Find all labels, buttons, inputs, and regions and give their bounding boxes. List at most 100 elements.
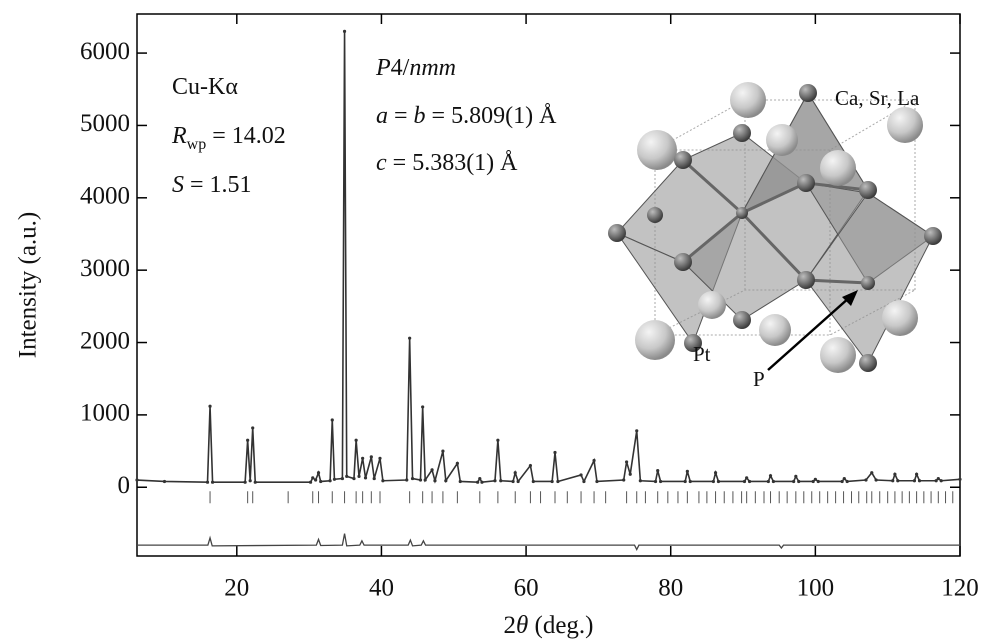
observed-point — [714, 471, 717, 474]
observed-point — [311, 476, 314, 479]
observed-point — [135, 478, 138, 481]
observed-point — [355, 439, 358, 442]
observed-point — [529, 464, 532, 467]
observed-point — [582, 480, 585, 483]
observed-point — [629, 473, 632, 476]
text-part: Cu-Kα — [172, 74, 238, 100]
observed-point — [317, 471, 320, 474]
observed-point — [244, 481, 247, 484]
observed-point — [595, 480, 598, 483]
observed-point — [772, 480, 775, 483]
text-part: R — [171, 123, 187, 149]
observed-point — [684, 480, 687, 483]
observed-point — [717, 480, 720, 483]
observed-point — [206, 481, 209, 484]
annotation: Cu-Kα — [172, 74, 238, 100]
x-tick-label: 40 — [369, 575, 394, 602]
observed-point — [797, 480, 800, 483]
observed-point — [625, 460, 628, 463]
observed-point — [769, 474, 772, 477]
observed-point — [846, 480, 849, 483]
observed-point — [712, 480, 715, 483]
y-axis-label: Intensity (a.u.) — [15, 212, 42, 358]
y-tick-label: 6000 — [80, 38, 130, 65]
y-tick-label: 2000 — [80, 327, 130, 354]
x-tick-label: 80 — [658, 575, 683, 602]
observed-point — [514, 471, 517, 474]
observed-point — [328, 479, 331, 482]
observed-point — [937, 477, 940, 480]
observed-point — [893, 473, 896, 476]
observed-point — [419, 478, 422, 481]
observed-point — [345, 475, 348, 478]
text-part: = 5.383(1) Å — [387, 150, 519, 176]
observed-point — [411, 477, 414, 480]
y-tick-label: 4000 — [80, 183, 130, 210]
observed-point — [361, 457, 364, 460]
observed-point — [211, 481, 214, 484]
observed-point — [745, 476, 748, 479]
difference-line — [137, 534, 960, 550]
observed-point — [163, 480, 166, 483]
observed-point — [814, 478, 817, 481]
observed-point — [378, 457, 381, 460]
observed-point — [319, 480, 322, 483]
observed-point — [459, 480, 462, 483]
observed-point — [913, 479, 916, 482]
annotation: c = 5.383(1) Å — [376, 150, 518, 176]
observed-point — [689, 480, 692, 483]
observed-point — [246, 439, 249, 442]
observed-point — [314, 478, 317, 481]
observed-point — [915, 473, 918, 476]
text-part: wp — [187, 136, 207, 153]
annotation: P4/nmm — [375, 55, 456, 81]
text-part: a — [376, 103, 388, 129]
observed-point — [370, 455, 373, 458]
observed-point — [918, 479, 921, 482]
observed-point — [476, 481, 479, 484]
text-part: = 1.51 — [184, 172, 252, 198]
observed-point — [875, 478, 878, 481]
observed-point — [480, 481, 483, 484]
observed-point — [373, 477, 376, 480]
observed-point — [592, 459, 595, 462]
observed-point — [743, 480, 746, 483]
text-part: P — [375, 55, 391, 81]
observed-point — [499, 479, 502, 482]
observed-point — [556, 480, 559, 483]
annotation: P — [753, 367, 765, 391]
observed-point — [433, 479, 436, 482]
observed-point — [441, 449, 444, 452]
observed-point — [958, 478, 961, 481]
text-part: P — [753, 367, 765, 391]
text-part: 4/ — [391, 55, 410, 81]
observed-point — [405, 478, 408, 481]
text-part: Pt — [693, 342, 711, 366]
observed-point — [309, 481, 312, 484]
observed-point — [478, 477, 481, 480]
observed-point — [940, 479, 943, 482]
text-part: (deg.) — [528, 612, 593, 639]
observed-point — [517, 480, 520, 483]
text-part: = — [388, 103, 414, 129]
x-tick-label: 120 — [941, 575, 979, 602]
x-tick-label: 20 — [224, 575, 249, 602]
annotation: Pt — [693, 342, 711, 366]
observed-point — [496, 439, 499, 442]
observed-point — [794, 475, 797, 478]
text-part: θ — [516, 612, 528, 639]
annotation: S = 1.51 — [172, 172, 252, 198]
observed-point — [511, 480, 514, 483]
observed-point — [343, 30, 346, 33]
annotation: Rwp = 14.02 — [171, 123, 286, 154]
observed-point — [254, 481, 257, 484]
observed-point — [635, 429, 638, 432]
text-part: b — [414, 103, 426, 129]
observed-point — [841, 480, 844, 483]
observed-point — [748, 480, 751, 483]
observed-point — [249, 479, 252, 482]
x-tick-label: 100 — [797, 575, 835, 602]
observed-point — [639, 479, 642, 482]
x-axis-label: 2θ (deg.) — [503, 612, 593, 639]
observed-point — [424, 478, 427, 481]
